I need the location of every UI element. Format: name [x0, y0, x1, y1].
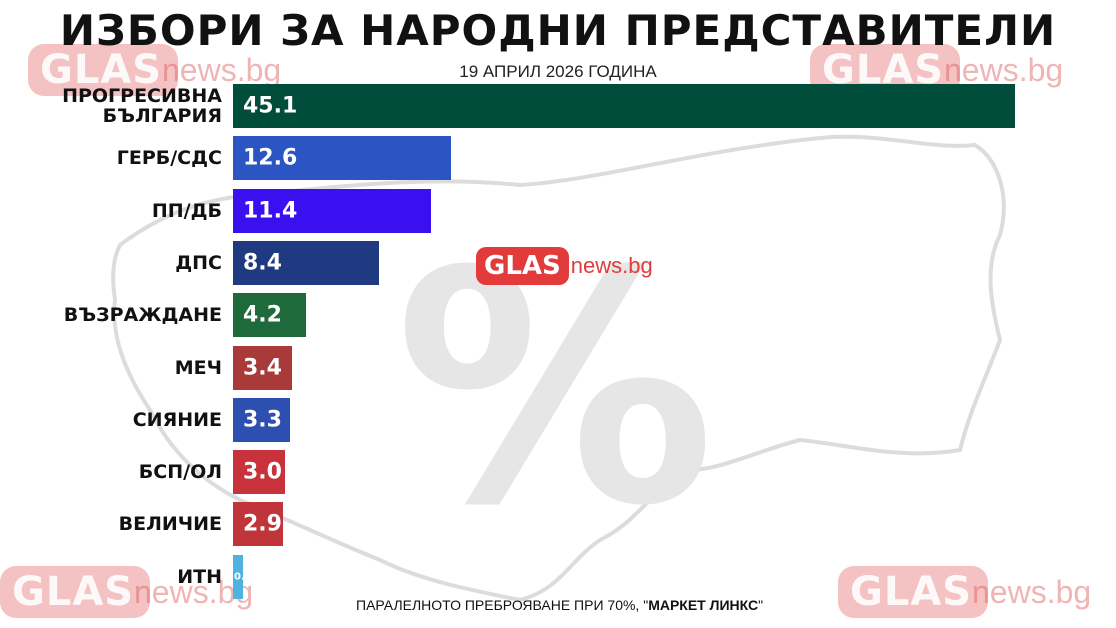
bar-value-label: 8.4	[243, 250, 282, 276]
bar: 3.3	[233, 397, 291, 442]
bar: 0.6	[233, 554, 252, 599]
watermark-bottom-right: GLAS news.bg	[838, 566, 1091, 618]
footnote-text: ПАРАЛЕЛНОТО ПРЕБРОЯВАНЕ ПРИ 70%, "	[356, 597, 649, 613]
glas-news-logo: GLAS news.bg	[476, 247, 653, 285]
category-label: ДПС	[175, 251, 222, 274]
category-label: ИТН	[177, 565, 222, 588]
bar-value-label: 3.4	[243, 355, 282, 380]
bar: 4.2	[233, 293, 306, 338]
category-label: МЕЧ	[174, 356, 222, 379]
bar: 11.4	[233, 188, 431, 233]
bar-value-label: 3.3	[243, 407, 282, 433]
bar: 12.6	[233, 136, 452, 181]
bar-value-label: 2.9	[243, 511, 282, 537]
category-label: ПП/ДБ	[151, 199, 222, 222]
bar-value-label: 4.2	[243, 302, 282, 328]
category-label: ГЕРБ/СДС	[116, 147, 222, 170]
category-label: ПРОГРЕСИВНА БЪЛГАРИЯ	[62, 85, 222, 127]
bar-value-label: 45.1	[243, 93, 298, 119]
category-label: БСП/ОЛ	[138, 461, 222, 484]
footnote: ПАРАЛЕЛНОТО ПРЕБРОЯВАНЕ ПРИ 70%, "МАРКЕТ…	[356, 597, 764, 613]
bar: 3.0	[233, 450, 286, 495]
category-label: ВЪЗРАЖДАНЕ	[63, 304, 222, 327]
bar: 8.4	[233, 240, 379, 285]
bar-value-label: 12.6	[243, 145, 298, 171]
category-label: ВЕЛИЧИЕ	[118, 513, 222, 536]
chart-subtitle: 19 АПРИЛ 2026 ГОДИНА	[459, 62, 657, 81]
bar-value-label: 11.4	[243, 198, 298, 224]
bar: 2.9	[233, 502, 284, 547]
bar-value-label: 3.0	[243, 459, 282, 485]
chart-title: ИЗБОРИ ЗА НАРОДНИ ПРЕДСТАВИТЕЛИ	[59, 6, 1057, 55]
bar-value-label: 0.6	[234, 571, 252, 583]
watermark-top-left: GLAS news.bg	[28, 44, 281, 96]
bar: 45.1	[233, 84, 1015, 128]
category-label: СИЯНИЕ	[132, 408, 222, 431]
footnote-source: МАРКЕТ ЛИНКС	[648, 597, 759, 613]
bar: 3.4	[233, 345, 292, 390]
